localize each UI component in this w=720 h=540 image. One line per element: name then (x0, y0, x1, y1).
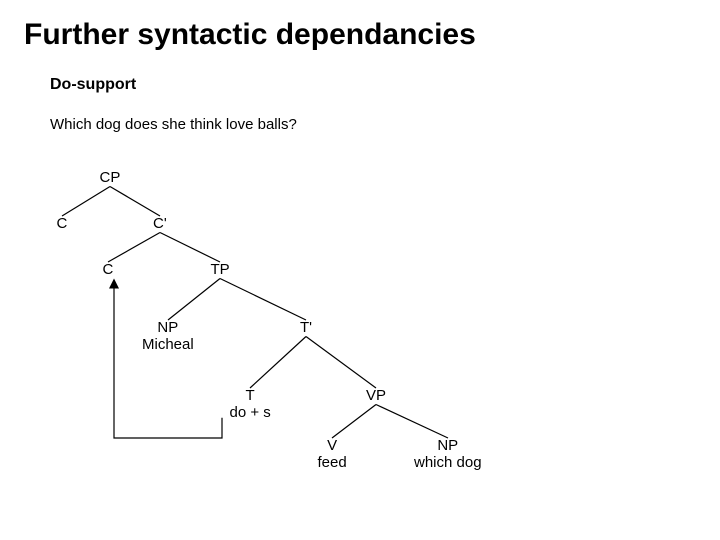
tree-node-NP1: NP Micheal (142, 320, 194, 353)
example-sentence: Which dog does she think love balls? (50, 116, 297, 133)
tree-node-NP2: NP which dog (414, 438, 482, 471)
tree-node-V: V feed (318, 438, 347, 471)
tree-node-VP: VP (366, 388, 386, 405)
tree-node-CP: CP (100, 170, 121, 187)
tree-node-C2: C (103, 262, 114, 279)
tree-node-C1: C (57, 216, 68, 233)
tree-node-Tbar: T' (300, 320, 312, 337)
tree-node-TP: TP (211, 262, 230, 279)
tree-node-T: T do + s (230, 388, 271, 421)
tree-node-Cbar: C' (153, 216, 167, 233)
slide-title: Further syntactic dependancies (24, 18, 476, 52)
section-subtitle: Do-support (50, 76, 136, 94)
